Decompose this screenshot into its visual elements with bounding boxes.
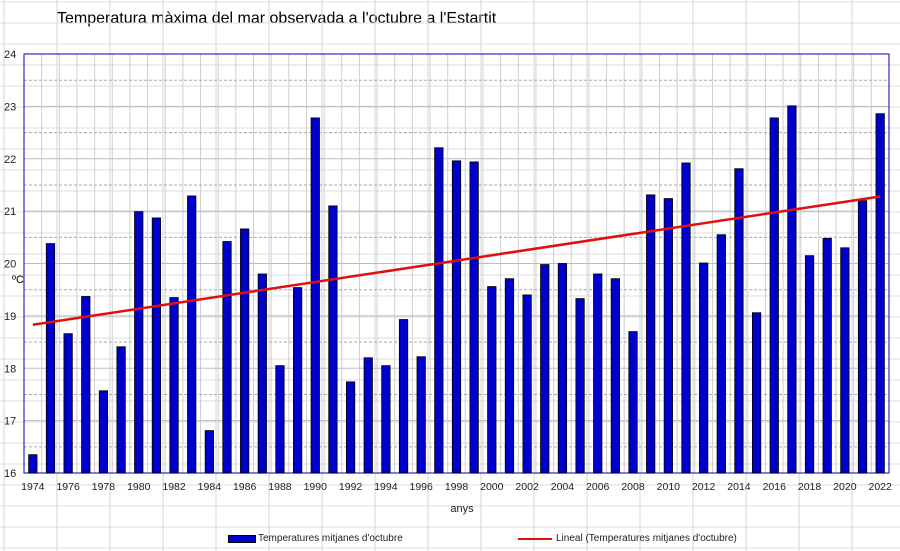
bar-1991 [328,205,338,474]
bar-2013 [716,234,726,474]
legend-label-trend: Lineal (Temperatures mitjanes d'octubre) [556,533,737,544]
bar-2001 [504,278,515,474]
legend-item-trend: Lineal (Temperatures mitjanes d'octubre) [518,533,737,544]
bar-1990 [310,117,320,474]
x-tick-label: 2004 [551,481,575,493]
x-tick-label: 1974 [21,481,45,493]
x-tick-label: 2000 [480,481,504,493]
bar-2009 [646,194,656,474]
bar-2017 [787,105,797,474]
bar-1998 [451,160,462,474]
x-tick-label: 1982 [162,481,186,493]
bar-1995 [398,319,409,474]
bar-2021 [857,200,868,474]
x-tick-label: 1978 [92,481,116,493]
y-tick-label: 20 [4,259,16,271]
x-tick-label: 2016 [763,481,787,493]
bar-1975 [45,243,56,474]
bar-1974 [28,454,38,474]
bar-2020 [840,247,850,474]
legend-swatch-line [518,537,552,540]
bar-2005 [575,298,585,474]
bar-2006 [593,273,603,474]
bar-2014 [734,168,744,474]
bar-2008 [628,331,638,474]
x-tick-label: 1990 [304,481,328,493]
x-tick-label: 1998 [445,481,469,493]
bar-2015 [752,312,762,474]
legend-swatch-bar [228,534,256,543]
x-tick-label: 1994 [374,481,398,493]
bar-1979 [116,346,126,474]
bar-1986 [240,228,250,474]
x-tick-label: 1992 [339,481,363,493]
x-tick-label: 1976 [56,481,80,493]
x-tick-label: 2002 [515,481,539,493]
bar-2002 [522,294,532,474]
y-tick-label: 23 [4,101,16,113]
y-axis-label: ºC [12,274,24,286]
trend-line [32,195,881,327]
bar-1993 [363,357,373,474]
x-tick-label: 1980 [127,481,151,493]
bar-1981 [151,217,161,474]
x-tick-label: 2008 [621,481,645,493]
y-tick-label: 22 [4,154,16,166]
x-tick-label: 2018 [798,481,822,493]
bar-2007 [610,278,620,474]
y-tick-label: 18 [4,363,16,375]
bar-1980 [134,211,144,474]
bar-1976 [63,333,73,474]
bar-1988 [275,365,285,474]
x-tick-label: 2022 [868,481,892,493]
bar-1982 [169,297,179,474]
bar-2022 [875,113,885,474]
bar-1985 [222,241,232,474]
x-tick-label: 1984 [198,481,222,493]
bar-1987 [257,273,267,474]
x-axis-label: anys [450,503,474,515]
x-tick-label: 2014 [727,481,751,493]
y-tick-label: 24 [4,49,16,61]
bar-2010 [663,198,673,474]
bar-1977 [81,296,91,474]
x-tick-label: 1996 [410,481,434,493]
bar-1989 [293,287,303,474]
y-tick-label: 17 [4,416,16,428]
bar-1978 [98,390,109,474]
bar-2011 [681,162,691,474]
y-tick-label: 16 [4,468,16,480]
x-tick-label: 2006 [586,481,610,493]
bar-2003 [540,264,550,474]
x-tick-label: 1986 [233,481,257,493]
x-tick-label: 2020 [833,481,857,493]
legend-item-bars: Temperatures mitjanes d'octubre [228,533,403,544]
x-tick-label: 2010 [657,481,681,493]
bar-1997 [434,147,444,474]
bar-1999 [469,161,479,474]
bar-1994 [381,365,391,474]
bar-2019 [822,237,832,474]
bar-1996 [416,356,426,474]
bar-1984 [204,430,214,474]
bar-2000 [487,286,497,474]
legend-label-bars: Temperatures mitjanes d'octubre [258,533,403,544]
x-tick-label: 1988 [268,481,292,493]
bar-2004 [557,263,568,474]
bar-1992 [345,381,356,474]
bar-2016 [769,117,779,474]
bar-2012 [699,262,709,474]
y-tick-label: 21 [4,206,16,218]
x-tick-label: 2012 [692,481,716,493]
bar-2018 [804,255,815,474]
bar-1983 [187,195,197,474]
y-tick-label: 19 [4,311,16,323]
